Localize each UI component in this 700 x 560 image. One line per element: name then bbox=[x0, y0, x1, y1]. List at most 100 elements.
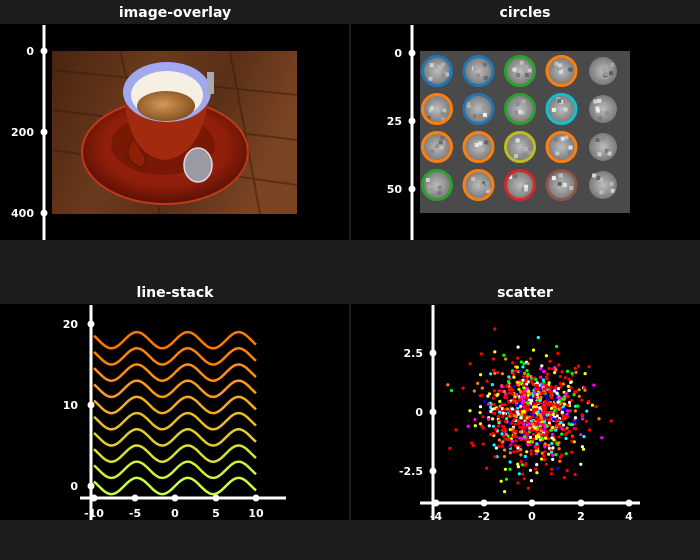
scatter-point bbox=[520, 463, 525, 467]
scatter-point bbox=[520, 421, 524, 425]
digit-pixel bbox=[429, 106, 434, 111]
scatter-point bbox=[539, 367, 543, 371]
digit-pixel bbox=[520, 110, 525, 115]
digit-pixel bbox=[610, 188, 615, 193]
digit-pixel bbox=[478, 141, 483, 146]
scatter-point bbox=[576, 364, 581, 368]
scatter-point bbox=[516, 345, 520, 349]
scatter-point bbox=[544, 354, 549, 358]
scatter-point bbox=[506, 434, 510, 438]
scatter-point bbox=[558, 396, 562, 400]
digit-pixel bbox=[549, 64, 554, 69]
scatter-point bbox=[545, 430, 550, 434]
spoon-handle bbox=[207, 72, 214, 94]
scatter-point bbox=[507, 400, 511, 404]
scatter-point bbox=[570, 450, 574, 454]
scatter-point bbox=[525, 369, 529, 373]
circle-marker bbox=[421, 93, 453, 125]
scatter-point bbox=[513, 422, 518, 426]
digit-pixel bbox=[559, 69, 564, 74]
scatter-point bbox=[543, 458, 547, 462]
x-tick-label: 10 bbox=[248, 507, 264, 520]
scatter-point bbox=[567, 377, 571, 381]
digit-pixel bbox=[508, 175, 513, 179]
scatter-point bbox=[568, 408, 573, 413]
scatter-point bbox=[564, 436, 568, 441]
scatter-point bbox=[531, 348, 536, 352]
scatter-point bbox=[534, 378, 538, 382]
x-tick-marker bbox=[171, 494, 179, 502]
scatter-point bbox=[531, 382, 535, 386]
digit-pixel bbox=[472, 114, 477, 119]
scatter-point bbox=[519, 413, 524, 417]
scatter-point bbox=[490, 383, 494, 387]
scatter-point bbox=[503, 419, 507, 424]
digit-pixel bbox=[523, 147, 528, 151]
panel-title: line-stack bbox=[136, 285, 214, 301]
scatter-point bbox=[542, 422, 547, 426]
digit-pixel bbox=[527, 150, 532, 155]
y-tick-label: 25 bbox=[387, 115, 402, 128]
scatter-point bbox=[516, 412, 520, 416]
scatter-point bbox=[534, 452, 538, 456]
scatter-point bbox=[534, 383, 538, 387]
scatter-point bbox=[535, 381, 539, 385]
scatter-point bbox=[523, 389, 527, 393]
scatter-point bbox=[473, 424, 477, 428]
scatter-point bbox=[521, 365, 525, 369]
line-series bbox=[93, 411, 257, 431]
scatter-point bbox=[536, 335, 540, 340]
scatter-point bbox=[543, 419, 547, 424]
scatter-point bbox=[498, 410, 502, 414]
scatter-point bbox=[532, 410, 536, 414]
scatter-point bbox=[556, 400, 560, 404]
scatter-point bbox=[486, 394, 490, 398]
scatter-point bbox=[478, 394, 482, 398]
scatter-point bbox=[496, 415, 500, 419]
scatter-point bbox=[542, 387, 546, 391]
scatter-point bbox=[565, 412, 569, 416]
scatter-point bbox=[565, 468, 569, 473]
scatter-point bbox=[584, 419, 589, 423]
scatter-point bbox=[500, 372, 504, 376]
scatter-point bbox=[487, 392, 492, 396]
scatter-point bbox=[528, 417, 533, 421]
digit-pixel bbox=[438, 140, 443, 145]
scatter-point bbox=[521, 472, 525, 476]
circle-marker bbox=[545, 169, 578, 201]
scatter-point bbox=[505, 384, 509, 388]
scatter-point bbox=[539, 375, 543, 379]
scatter-point bbox=[566, 403, 570, 407]
scatter-point bbox=[478, 411, 482, 415]
scatter-point bbox=[513, 417, 517, 421]
scatter-point bbox=[512, 450, 516, 454]
scatter-point bbox=[492, 368, 496, 372]
digit-pixel bbox=[595, 141, 600, 146]
scatter-point bbox=[545, 410, 549, 414]
x-tick-marker bbox=[625, 499, 633, 507]
scatter-point bbox=[461, 386, 465, 390]
scatter-point bbox=[543, 445, 547, 449]
scatter-point bbox=[564, 391, 568, 395]
scatter-point bbox=[549, 406, 554, 410]
scatter-point bbox=[504, 357, 508, 361]
scatter-point bbox=[454, 428, 458, 432]
scatter-point bbox=[482, 399, 487, 403]
scatter-point bbox=[535, 463, 539, 467]
scatter-point bbox=[539, 395, 543, 399]
scatter-point bbox=[486, 417, 490, 421]
scatter-point bbox=[556, 351, 560, 356]
scatter-point bbox=[564, 452, 568, 456]
line-series bbox=[93, 444, 257, 463]
scatter-point bbox=[510, 392, 515, 396]
scatter-point bbox=[544, 462, 548, 466]
digit-pixel bbox=[444, 72, 449, 77]
scatter-point bbox=[496, 407, 500, 411]
digit-pixel bbox=[427, 189, 432, 194]
scatter-point bbox=[528, 443, 533, 447]
scatter-point bbox=[570, 399, 574, 403]
panel-title: image-overlay bbox=[118, 5, 232, 21]
cup-handle bbox=[126, 139, 147, 170]
digit-pixel bbox=[551, 107, 556, 112]
scatter-point bbox=[557, 435, 561, 439]
